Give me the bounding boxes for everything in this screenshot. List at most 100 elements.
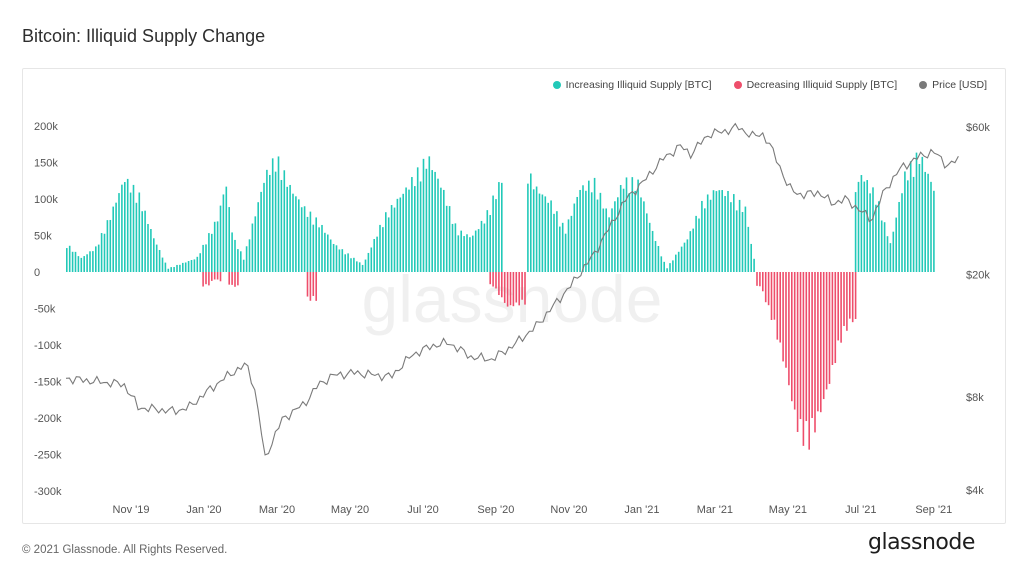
bar-decreasing: [820, 272, 822, 413]
bar-increasing: [582, 185, 584, 272]
bar-increasing: [643, 201, 645, 272]
bar-increasing: [315, 217, 317, 272]
y-left-tick-label: -50k: [34, 304, 56, 316]
bar-decreasing: [213, 272, 216, 280]
bar-decreasing: [237, 272, 239, 286]
bar-increasing: [718, 190, 721, 272]
bar-increasing: [124, 182, 126, 272]
bar-increasing: [147, 223, 149, 272]
x-tick-label: Nov '20: [550, 504, 587, 516]
bar-increasing: [106, 220, 109, 272]
legend-item-price[interactable]: Price [USD]: [919, 79, 987, 91]
bar-increasing: [544, 196, 547, 272]
bar-increasing: [486, 210, 489, 272]
bar-increasing: [211, 233, 213, 272]
bar-increasing: [735, 210, 738, 272]
bar-increasing: [640, 197, 642, 272]
bar-increasing: [657, 246, 660, 272]
bar-decreasing: [831, 272, 834, 365]
bar-increasing: [161, 257, 164, 272]
bar-increasing: [576, 196, 578, 272]
bar-increasing: [425, 168, 428, 272]
bar-decreasing: [770, 272, 773, 320]
bar-increasing: [126, 178, 129, 272]
bar-increasing: [83, 256, 85, 272]
bar-increasing: [663, 261, 665, 272]
bar-increasing: [631, 177, 634, 272]
bar-increasing: [434, 171, 436, 272]
bar-increasing: [588, 180, 590, 272]
bar-decreasing: [762, 272, 764, 292]
bar-increasing: [721, 190, 723, 272]
bar-increasing: [416, 167, 419, 272]
bar-increasing: [698, 218, 700, 272]
bar-increasing: [184, 262, 187, 272]
bar-increasing: [292, 193, 294, 272]
bar-increasing: [872, 187, 874, 272]
bar-increasing: [254, 216, 257, 272]
bar-increasing: [617, 197, 619, 272]
bar-increasing: [321, 224, 323, 272]
bar-increasing: [532, 189, 535, 272]
bar-increasing: [257, 202, 259, 272]
bar-increasing: [144, 210, 146, 272]
bar-increasing: [875, 204, 877, 272]
bar-increasing: [921, 156, 924, 272]
bar-increasing: [411, 177, 413, 272]
bar-increasing: [454, 223, 457, 272]
bar-increasing: [379, 224, 381, 272]
bar-increasing: [129, 192, 132, 272]
bar-increasing: [541, 194, 544, 272]
bar-decreasing: [492, 272, 494, 287]
y-left-tick-label: -250k: [34, 450, 62, 462]
bar-increasing: [121, 184, 123, 272]
legend-dot-price: [919, 81, 928, 89]
bar-increasing: [733, 194, 735, 272]
bar-increasing: [883, 222, 886, 272]
bar-increasing: [248, 239, 251, 272]
y-left-tick-label: -150k: [34, 377, 62, 389]
bar-increasing: [234, 239, 236, 272]
bar-decreasing: [791, 272, 793, 402]
legend-item-decreasing[interactable]: Decreasing Illiquid Supply [BTC]: [733, 79, 897, 91]
bar-increasing: [727, 190, 729, 272]
bar-increasing: [263, 182, 265, 272]
bar-increasing: [492, 195, 494, 272]
bar-increasing: [312, 224, 315, 272]
bar-increasing: [437, 178, 439, 272]
bar-decreasing: [503, 272, 506, 303]
bar-increasing: [741, 212, 744, 272]
bar-increasing: [356, 261, 358, 272]
y-left-tick-label: 50k: [34, 231, 52, 243]
bar-increasing: [744, 206, 747, 272]
bar-increasing: [646, 213, 648, 272]
bar-decreasing: [228, 272, 230, 285]
bar-increasing: [724, 196, 726, 272]
bar-increasing: [530, 173, 532, 272]
bar-decreasing: [796, 272, 799, 432]
bar-increasing: [480, 220, 483, 272]
bar-increasing: [753, 258, 755, 272]
watermark-text: glassnode: [362, 262, 663, 336]
bar-increasing: [95, 246, 97, 272]
bar-increasing: [242, 259, 245, 272]
bar-increasing: [567, 219, 570, 272]
bar-decreasing: [788, 272, 790, 386]
bar-increasing: [213, 221, 216, 272]
bar-increasing: [622, 188, 625, 272]
bar-increasing: [408, 189, 410, 272]
bar-increasing: [74, 251, 77, 272]
legend-item-increasing[interactable]: Increasing Illiquid Supply [BTC]: [552, 79, 712, 91]
bar-increasing: [559, 226, 561, 272]
bar-increasing: [396, 198, 399, 272]
bar-increasing: [385, 212, 387, 272]
bar-increasing: [611, 208, 613, 272]
bar-increasing: [738, 199, 741, 272]
bar-increasing: [448, 206, 451, 272]
bar-increasing: [750, 243, 752, 272]
bar-decreasing: [231, 272, 233, 285]
bar-increasing: [173, 267, 175, 272]
bar-increasing: [654, 241, 657, 272]
bar-increasing: [628, 193, 631, 272]
bar-decreasing: [498, 272, 500, 296]
